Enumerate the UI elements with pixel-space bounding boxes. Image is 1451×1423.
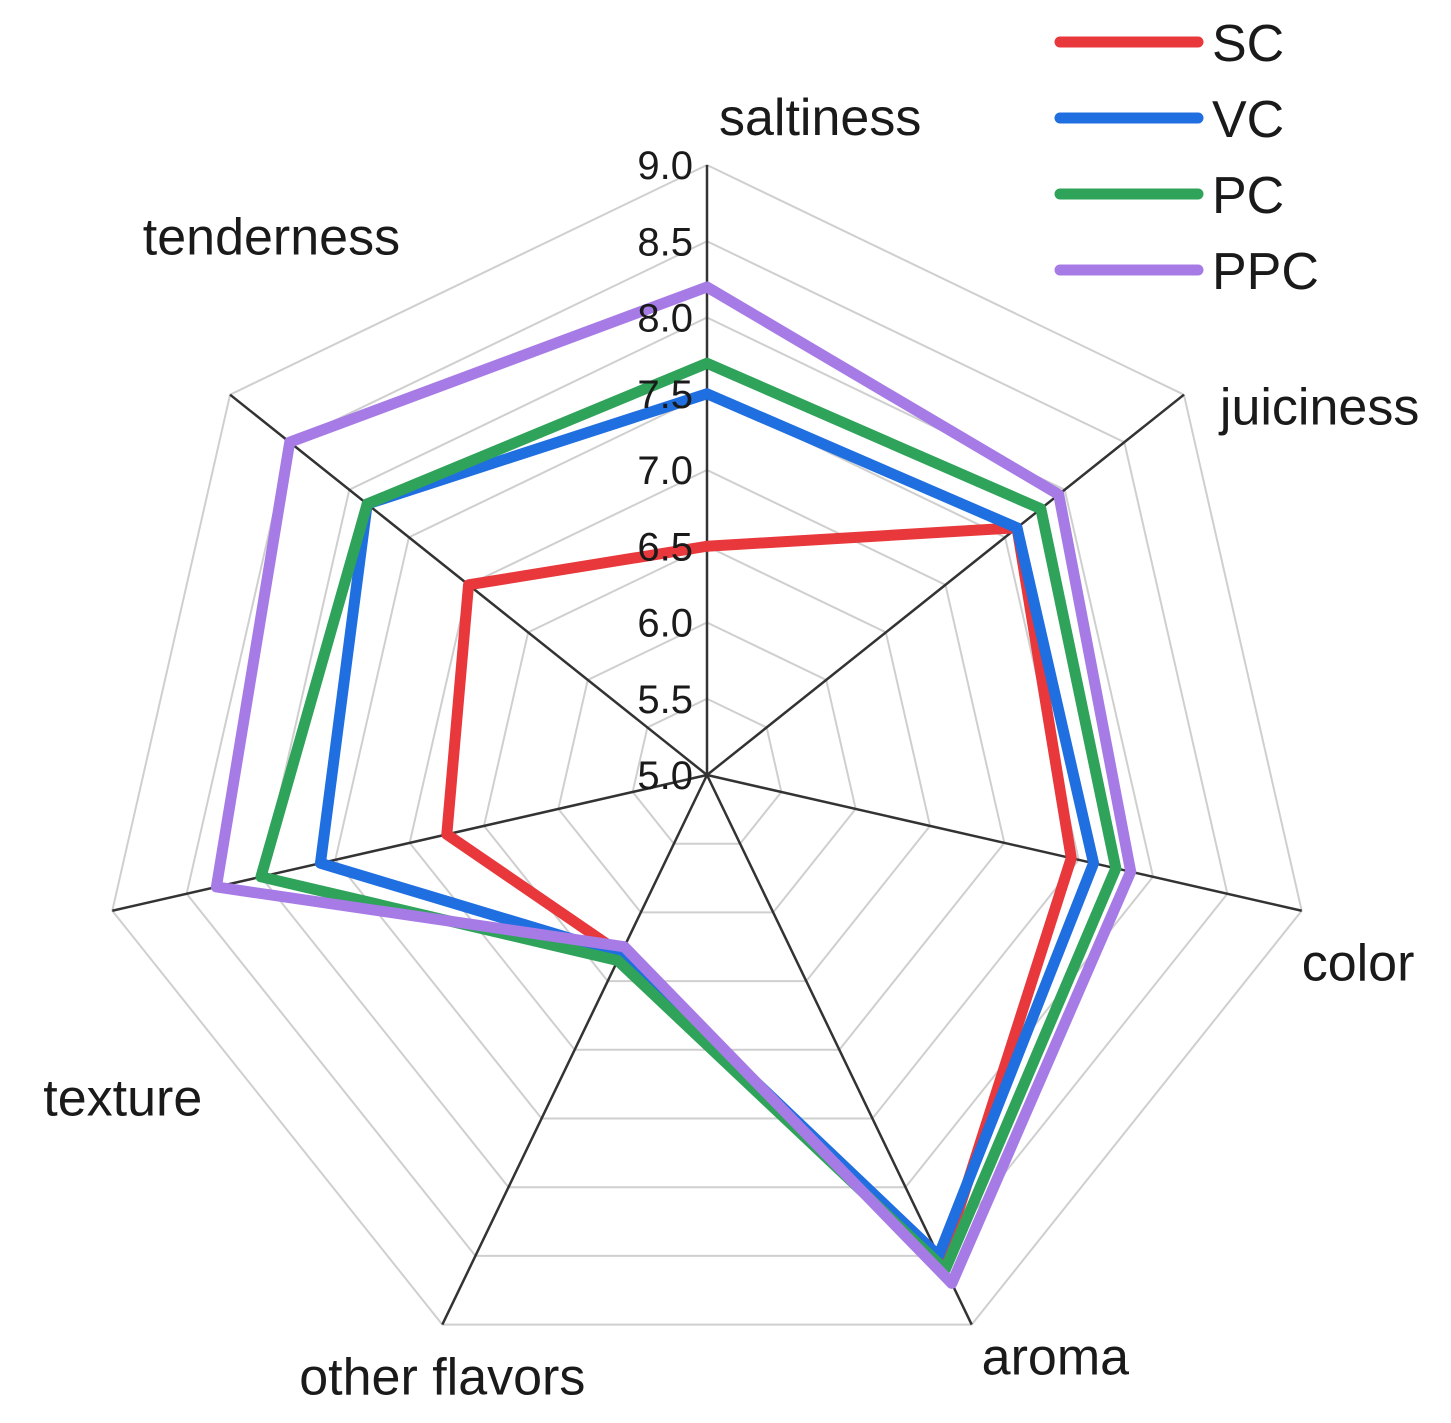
axis-label-tenderness: tenderness: [143, 209, 400, 267]
axis-label-other-flavors: other flavors: [299, 1349, 585, 1407]
grid-ring: [111, 163, 1303, 1326]
legend-label-pc: PC: [1212, 167, 1284, 225]
axis-spoke: [706, 773, 1302, 912]
grid-ring: [334, 392, 1080, 1120]
grid-ring: [482, 545, 932, 983]
axis-label-color: color: [1302, 935, 1415, 993]
radial-tick-labels: 5.0 5.5 6.0 6.5 7.0 7.5 8.0 8.5 9.0: [637, 144, 693, 798]
tick-label: 7.0: [637, 449, 693, 493]
axis-labels: saltiness juiciness color aroma other flavor…: [43, 89, 1419, 1407]
legend-label-vc: VC: [1212, 91, 1284, 149]
tick-label: 5.0: [637, 754, 693, 798]
tick-label: 5.5: [637, 678, 693, 722]
grid-ring: [557, 621, 857, 914]
grid-ring: [259, 316, 1155, 1189]
tick-label: 7.5: [637, 373, 693, 417]
legend-label-ppc: PPC: [1212, 243, 1319, 301]
axis-label-texture: texture: [43, 1070, 202, 1128]
series-line-ppc: [210, 281, 1137, 1289]
axis-spoke: [705, 774, 973, 1326]
axis-label-saltiness: saltiness: [719, 89, 921, 147]
legend: SC VC PC PPC: [1054, 15, 1319, 301]
grid-ring: [631, 697, 783, 845]
tick-label: 9.0: [637, 144, 693, 188]
axis-label-aroma: aroma: [982, 1329, 1129, 1387]
axis-spoke: [441, 774, 709, 1326]
tick-label: 6.0: [637, 602, 693, 646]
tick-label: 8.5: [637, 220, 693, 264]
axis-spoke: [706, 393, 1185, 776]
radar-grid: [111, 163, 1303, 1326]
tick-label: 6.5: [637, 525, 693, 569]
radar-series: [210, 281, 1137, 1289]
tick-label: 8.0: [637, 297, 693, 341]
legend-label-sc: SC: [1212, 15, 1284, 73]
axis-label-juiciness: juiciness: [1218, 379, 1419, 437]
